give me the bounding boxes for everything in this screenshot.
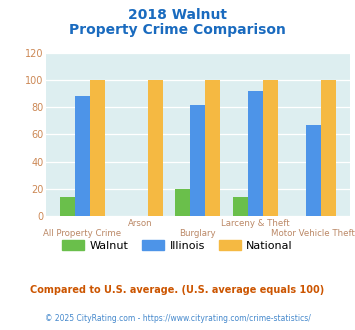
- Legend: Walnut, Illinois, National: Walnut, Illinois, National: [58, 236, 297, 255]
- Bar: [306, 125, 321, 216]
- Bar: [233, 197, 248, 216]
- Bar: [60, 197, 75, 216]
- Bar: [321, 80, 336, 216]
- Text: Compared to U.S. average. (U.S. average equals 100): Compared to U.S. average. (U.S. average …: [31, 285, 324, 295]
- Bar: [206, 80, 220, 216]
- Bar: [148, 80, 163, 216]
- Bar: [263, 80, 278, 216]
- Bar: [90, 80, 105, 216]
- Bar: [248, 91, 263, 216]
- Bar: [75, 96, 90, 216]
- Bar: [190, 105, 206, 216]
- Bar: [175, 189, 190, 216]
- Text: © 2025 CityRating.com - https://www.cityrating.com/crime-statistics/: © 2025 CityRating.com - https://www.city…: [45, 314, 310, 323]
- Text: 2018 Walnut: 2018 Walnut: [128, 8, 227, 22]
- Text: Property Crime Comparison: Property Crime Comparison: [69, 23, 286, 37]
